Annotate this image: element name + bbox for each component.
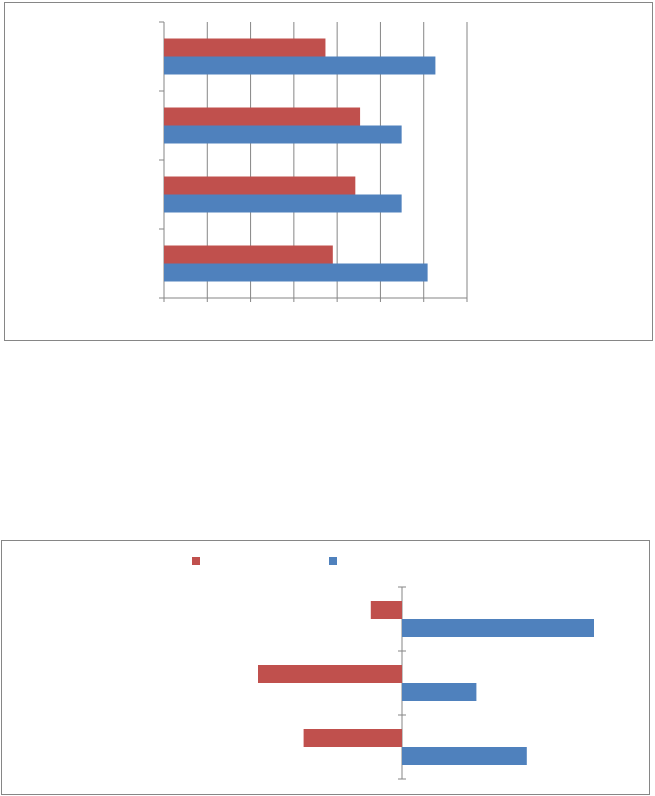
chart-1-bar-series-2 bbox=[164, 194, 402, 213]
chart-2-bar-series-1 bbox=[303, 729, 402, 747]
chart-1-bar-series-1 bbox=[164, 176, 356, 195]
chart-1-bar-series-2 bbox=[164, 125, 402, 144]
chart-2-bar-series-2 bbox=[402, 619, 594, 637]
chart-2-bar-series-1 bbox=[370, 601, 402, 619]
chart-1-bar-series-2 bbox=[164, 56, 436, 75]
chart-2-legend-marker-series-1 bbox=[192, 557, 200, 565]
chart-1-bar-series-2 bbox=[164, 263, 428, 282]
chart-2-bar-series-1 bbox=[258, 665, 402, 683]
chart-1-bar-series-1 bbox=[164, 245, 333, 264]
chart-2-bar-series-2 bbox=[402, 747, 527, 765]
chart-1-bar-series-1 bbox=[164, 107, 361, 126]
chart-2-legend-marker-series-2 bbox=[329, 557, 337, 565]
chart-1-bar-series-1 bbox=[164, 38, 326, 57]
chart-2-bar-series-2 bbox=[402, 683, 477, 701]
